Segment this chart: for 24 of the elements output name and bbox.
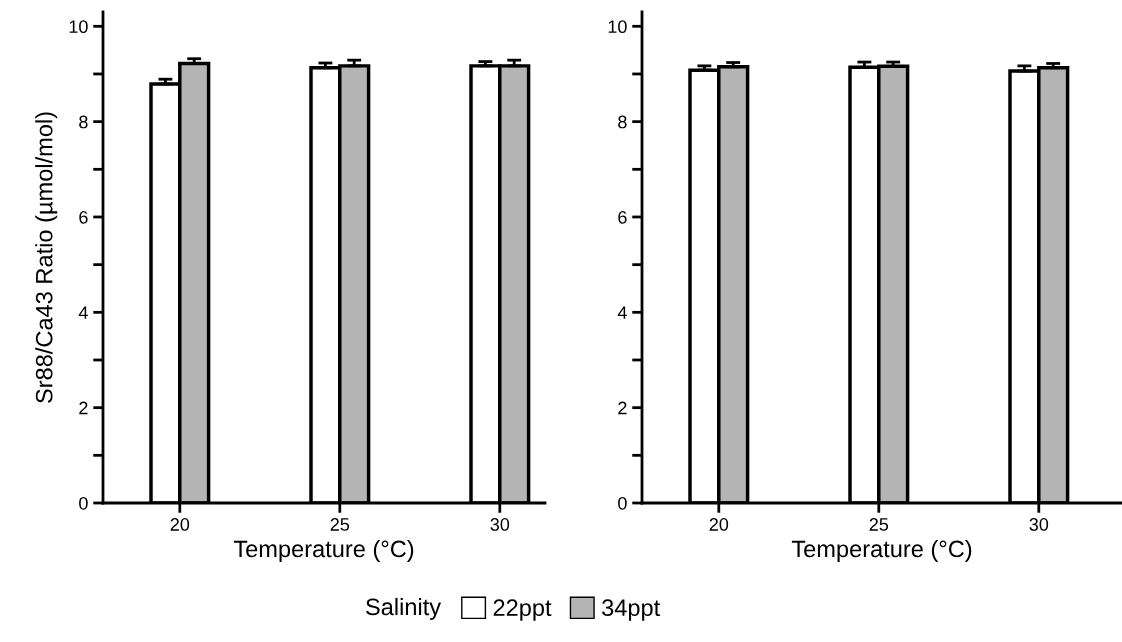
x-tick-label: 20 <box>709 518 729 531</box>
y-tick-label: 6 <box>618 210 627 224</box>
legend-title: Salinity <box>366 597 442 620</box>
x-tick-label: 25 <box>330 518 350 531</box>
x-tick-label: 25 <box>869 518 889 531</box>
x-tick-label: 30 <box>490 518 510 531</box>
x-tick-label: 20 <box>170 518 190 531</box>
y-tick-label: 10 <box>69 20 88 34</box>
legend-label: 22ppt <box>493 599 552 621</box>
y-tick-label: 8 <box>618 115 627 129</box>
y-tick-label: 2 <box>79 401 88 415</box>
y-tick-label: 2 <box>618 401 627 415</box>
y-tick-label: 8 <box>79 115 88 129</box>
y-tick-label: 0 <box>618 496 627 510</box>
y-tick-label: 6 <box>79 210 88 224</box>
y-tick-label: 4 <box>78 306 88 319</box>
x-axis-title: Temperature (°C) <box>791 539 972 562</box>
legend-label: 34ppt <box>602 599 661 621</box>
x-tick-label: 30 <box>1029 518 1049 531</box>
y-tick-label: 10 <box>608 20 627 34</box>
x-axis-title: Temperature (°C) <box>233 539 414 562</box>
y-tick-label: 0 <box>79 496 88 510</box>
y-tick-label: 4 <box>617 306 627 319</box>
y-axis-title: Sr88/Ca43 Ratio (µmol/mol) <box>35 112 58 403</box>
